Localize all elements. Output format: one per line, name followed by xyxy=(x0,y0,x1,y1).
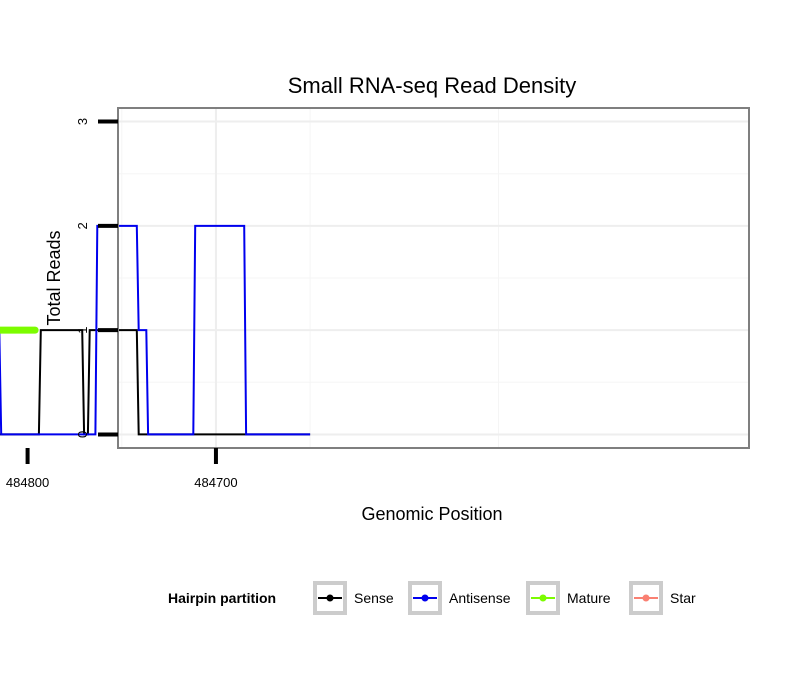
x-axis-ticks: 484900484800484700 xyxy=(6,448,238,490)
series-group xyxy=(0,224,311,436)
x-axis-label: Genomic Position xyxy=(361,504,502,524)
y-tick-label: 1 xyxy=(75,327,90,334)
y-tick-label: 3 xyxy=(75,118,90,125)
chart-title: Small RNA-seq Read Density xyxy=(288,73,577,98)
legend-items: Sense Antisense Mature Star xyxy=(313,581,696,615)
legend-key-dot-antisense xyxy=(421,594,429,602)
grid xyxy=(118,108,749,448)
x-tick-label: 484800 xyxy=(6,475,49,490)
legend-label-sense: Sense xyxy=(354,590,394,606)
plot-panel-border xyxy=(117,107,750,449)
legend-key-dot-star xyxy=(642,594,650,602)
legend-key-dot-mature xyxy=(539,594,547,602)
legend-title: Hairpin partition xyxy=(168,590,276,606)
y-tick-label: 2 xyxy=(75,222,90,229)
y-axis-label: Total Reads xyxy=(44,230,64,325)
series-line-antisense xyxy=(0,224,311,436)
y-tick-label: 0 xyxy=(75,431,90,438)
legend: Hairpin partition Sense Antisense Mature St… xyxy=(168,581,696,615)
legend-label-antisense: Antisense xyxy=(449,590,511,606)
x-tick-label: 484700 xyxy=(194,475,237,490)
legend-label-star: Star xyxy=(670,590,696,606)
legend-label-mature: Mature xyxy=(567,590,611,606)
y-axis-ticks: 0 1 2 3 xyxy=(75,118,118,438)
legend-key-dot-sense xyxy=(326,594,334,602)
